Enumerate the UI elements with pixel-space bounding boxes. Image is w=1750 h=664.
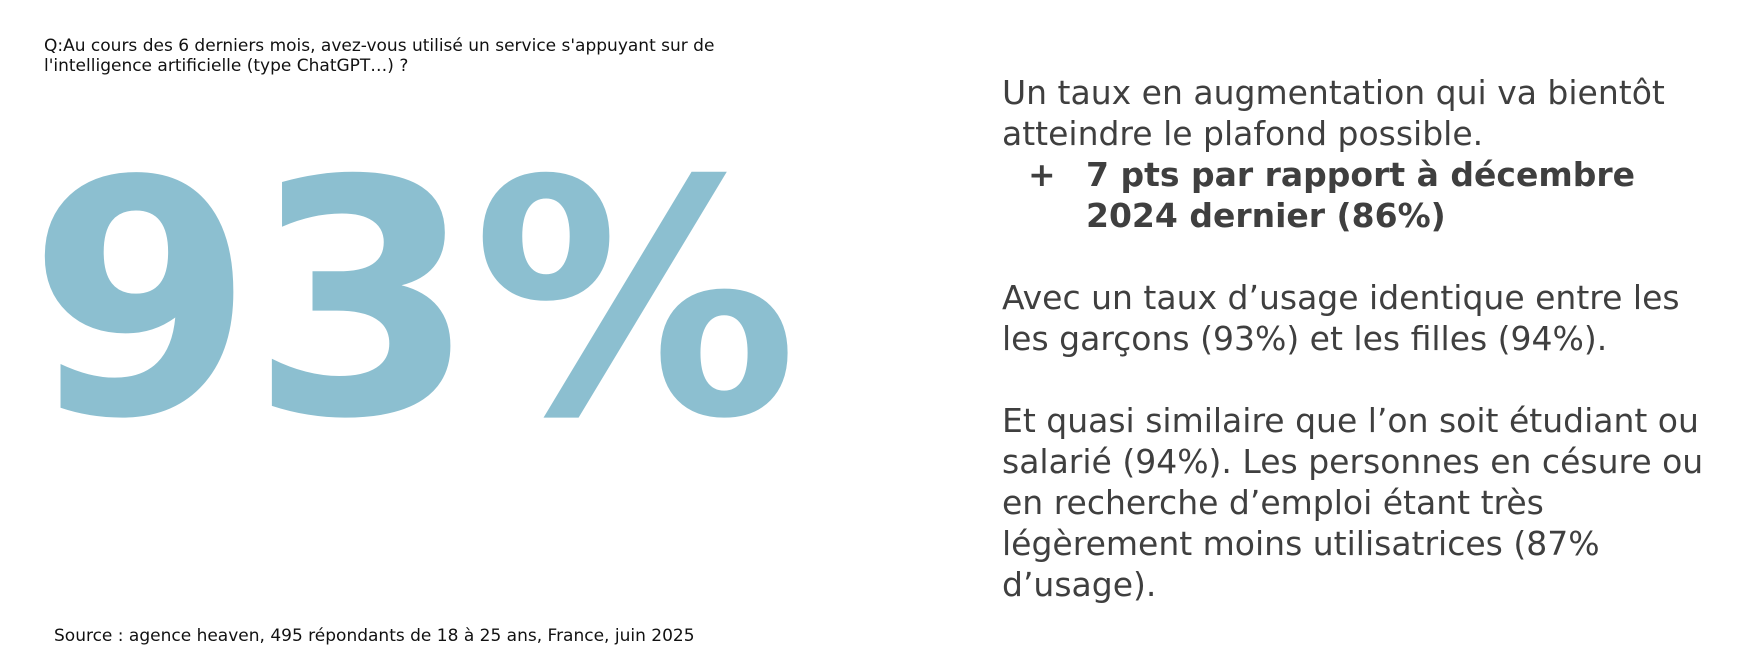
bullet-item: + 7 pts par rapport à décembre 2024 dern…	[1002, 154, 1732, 236]
spacer	[1002, 359, 1732, 400]
spacer	[1002, 236, 1732, 277]
headline-percentage: 93%	[28, 111, 798, 490]
gender-paragraph: Avec un taux d’usage identique entre les…	[1002, 278, 1680, 358]
commentary-panel: Un taux en augmentation qui va bientôt a…	[1002, 72, 1732, 605]
intro-paragraph: Un taux en augmentation qui va bientôt a…	[1002, 73, 1665, 153]
plus-bullet-icon: +	[1028, 155, 1056, 194]
source-note: Source : agence heaven, 495 répondants d…	[54, 626, 695, 646]
status-paragraph: Et quasi similaire que l’on soit étudian…	[1002, 401, 1704, 604]
survey-question: Q:Au cours des 6 derniers mois, avez-vou…	[44, 36, 715, 76]
bullet-text: 7 pts par rapport à décembre 2024 dernie…	[1086, 155, 1635, 235]
